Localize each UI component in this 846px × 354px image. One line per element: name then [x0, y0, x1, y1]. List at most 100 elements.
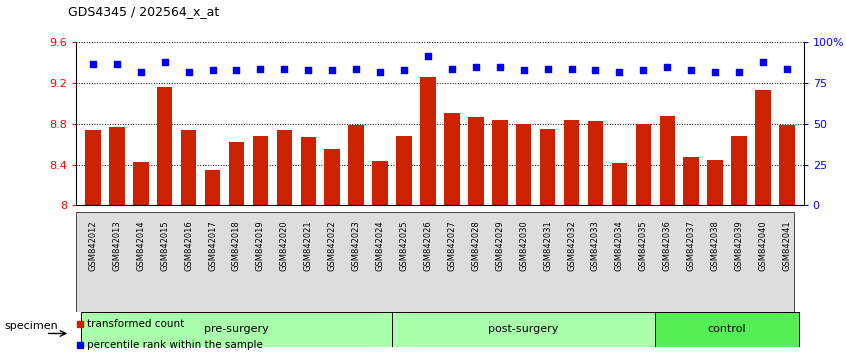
Bar	[253, 136, 268, 205]
Point	[254, 66, 267, 72]
Bar	[444, 113, 459, 205]
Bar	[109, 127, 124, 205]
Text: GSM842032: GSM842032	[567, 220, 576, 271]
Bar	[228, 142, 244, 205]
Point	[349, 66, 363, 72]
Point	[86, 61, 100, 67]
Text: GSM842022: GSM842022	[327, 220, 337, 271]
Text: GSM842029: GSM842029	[495, 220, 504, 271]
Text: control: control	[708, 324, 746, 334]
Text: GSM842035: GSM842035	[639, 220, 648, 271]
Point	[134, 69, 147, 75]
Bar	[372, 161, 387, 205]
Text: GSM842018: GSM842018	[232, 220, 241, 271]
Point	[326, 67, 339, 73]
Bar	[516, 124, 531, 205]
Text: GSM842038: GSM842038	[711, 220, 720, 271]
Text: transformed count: transformed count	[87, 319, 184, 329]
Bar	[684, 158, 699, 205]
Point	[565, 66, 579, 72]
Point	[277, 66, 291, 72]
Point	[636, 67, 650, 73]
Bar	[612, 162, 627, 205]
Text: GSM842039: GSM842039	[734, 220, 744, 271]
Bar	[563, 120, 580, 205]
Text: GSM842020: GSM842020	[280, 220, 288, 271]
Point	[158, 59, 172, 65]
Point	[589, 67, 602, 73]
Text: GSM842021: GSM842021	[304, 220, 313, 271]
Point	[780, 66, 794, 72]
Bar	[468, 117, 484, 205]
Text: GSM842030: GSM842030	[519, 220, 528, 271]
Bar	[85, 130, 101, 205]
Point	[373, 69, 387, 75]
Text: GDS4345 / 202564_x_at: GDS4345 / 202564_x_at	[68, 5, 219, 18]
Text: GSM842036: GSM842036	[662, 220, 672, 271]
Text: GSM842037: GSM842037	[687, 220, 695, 271]
Point	[230, 67, 244, 73]
Bar	[420, 77, 436, 205]
Text: GSM842024: GSM842024	[376, 220, 385, 271]
Text: GSM842019: GSM842019	[256, 220, 265, 271]
Bar	[755, 90, 771, 205]
Bar	[205, 170, 220, 205]
Point	[756, 59, 770, 65]
Point	[684, 67, 698, 73]
Bar	[392, 312, 656, 347]
Point	[733, 69, 746, 75]
Text: GSM842033: GSM842033	[591, 220, 600, 271]
Text: GSM842014: GSM842014	[136, 220, 146, 271]
Text: specimen: specimen	[4, 321, 58, 331]
Bar	[81, 312, 392, 347]
Bar	[396, 136, 412, 205]
Text: GSM842040: GSM842040	[759, 220, 767, 271]
Point	[493, 64, 507, 70]
Point	[613, 69, 626, 75]
Point	[398, 67, 411, 73]
Text: post-surgery: post-surgery	[488, 324, 559, 334]
Bar	[731, 136, 747, 205]
Point	[469, 64, 482, 70]
Point	[517, 67, 530, 73]
Point	[110, 61, 124, 67]
Bar	[588, 121, 603, 205]
Text: GSM842012: GSM842012	[88, 220, 97, 271]
Bar	[707, 160, 723, 205]
Bar	[277, 130, 292, 205]
Text: GSM842017: GSM842017	[208, 220, 217, 271]
Point	[182, 69, 195, 75]
Bar	[779, 125, 794, 205]
Text: GSM842028: GSM842028	[471, 220, 481, 271]
Bar	[325, 149, 340, 205]
Bar	[133, 161, 149, 205]
Text: GSM842027: GSM842027	[448, 220, 456, 271]
Point	[301, 67, 315, 73]
Bar	[157, 87, 173, 205]
Bar	[181, 130, 196, 205]
Text: percentile rank within the sample: percentile rank within the sample	[87, 340, 263, 350]
Text: GSM842041: GSM842041	[783, 220, 792, 271]
Bar	[300, 137, 316, 205]
Text: GSM842025: GSM842025	[399, 220, 409, 271]
Point	[421, 53, 435, 58]
Text: GSM842015: GSM842015	[160, 220, 169, 271]
Text: GSM842034: GSM842034	[615, 220, 624, 271]
Bar	[660, 116, 675, 205]
Point	[445, 66, 459, 72]
Text: pre-surgery: pre-surgery	[204, 324, 269, 334]
Text: GSM842016: GSM842016	[184, 220, 193, 271]
Point	[661, 64, 674, 70]
Bar	[349, 125, 364, 205]
Bar	[635, 124, 651, 205]
Bar	[492, 120, 508, 205]
Text: GSM842023: GSM842023	[352, 220, 360, 271]
Bar	[540, 129, 555, 205]
Point	[206, 67, 219, 73]
Point	[708, 69, 722, 75]
Text: GSM842013: GSM842013	[113, 220, 121, 271]
Text: GSM842026: GSM842026	[424, 220, 432, 271]
Bar	[656, 312, 799, 347]
Point	[541, 66, 554, 72]
Text: GSM842031: GSM842031	[543, 220, 552, 271]
